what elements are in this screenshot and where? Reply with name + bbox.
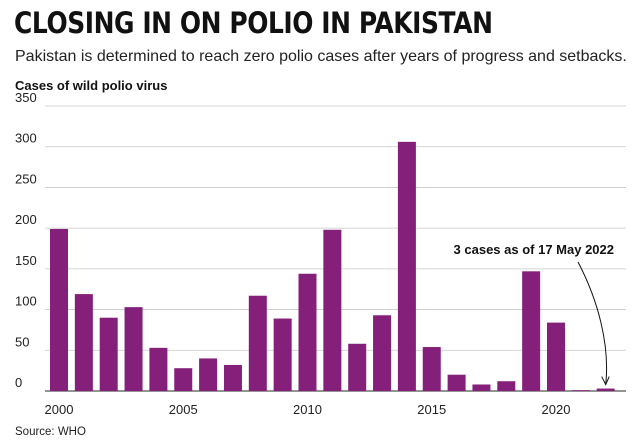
y-tick-0: 0: [15, 375, 22, 390]
bar-2006: [199, 358, 218, 391]
x-tick-2010: 2010: [293, 402, 322, 417]
bar-2018: [497, 381, 516, 391]
chart-title: CLOSING IN ON POLIO IN PAKISTAN: [14, 6, 493, 40]
bar-2017: [472, 384, 491, 391]
y-tick-250: 250: [15, 171, 37, 186]
annotation-arrow: [577, 261, 608, 385]
bar-2009: [273, 318, 292, 391]
x-tick-labels: 2000 2005 2010 2015 2020: [45, 402, 571, 417]
bar-2007: [223, 364, 242, 391]
y-tick-350: 350: [15, 90, 37, 105]
bar-2003: [124, 307, 143, 391]
x-tick-2020: 2020: [542, 402, 571, 417]
bar-2012: [348, 343, 367, 391]
bar-2013: [373, 315, 392, 391]
bar-2004: [149, 347, 168, 391]
y-tick-300: 300: [15, 131, 37, 146]
bar-2020: [547, 322, 565, 391]
bar-2008: [248, 295, 267, 391]
annotation-arrowhead: [601, 376, 610, 386]
x-tick-2005: 2005: [169, 402, 198, 417]
bar-2001: [74, 294, 93, 391]
bar-2014: [397, 141, 416, 391]
source-note: Source: WHO: [15, 426, 86, 438]
annotation: 3 cases as of 17 May 2022: [454, 242, 614, 386]
y-tick-200: 200: [15, 212, 37, 227]
bar-2021: [571, 390, 590, 391]
bar-2000: [50, 228, 68, 391]
y-axis-label: Cases of wild polio virus: [15, 78, 168, 93]
bar-2019: [522, 271, 541, 391]
y-tick-labels: 0 50 100 150 200 250 300 350: [15, 90, 37, 390]
bars: [50, 141, 615, 391]
bar-2002: [99, 317, 118, 391]
bar-2016: [447, 374, 466, 391]
x-tick-2000: 2000: [45, 402, 74, 417]
x-tick-2015: 2015: [417, 402, 446, 417]
bar-2010: [298, 273, 317, 391]
annotation-text: 3 cases as of 17 May 2022: [454, 242, 614, 257]
chart-subtitle: Pakistan is determined to reach zero pol…: [15, 48, 627, 65]
bar-2005: [174, 368, 193, 391]
y-tick-150: 150: [15, 253, 37, 268]
bar-2011: [323, 229, 342, 391]
y-tick-50: 50: [15, 334, 29, 349]
y-tick-100: 100: [15, 294, 37, 309]
bar-2015: [422, 347, 441, 391]
bar-2022: [596, 388, 615, 391]
